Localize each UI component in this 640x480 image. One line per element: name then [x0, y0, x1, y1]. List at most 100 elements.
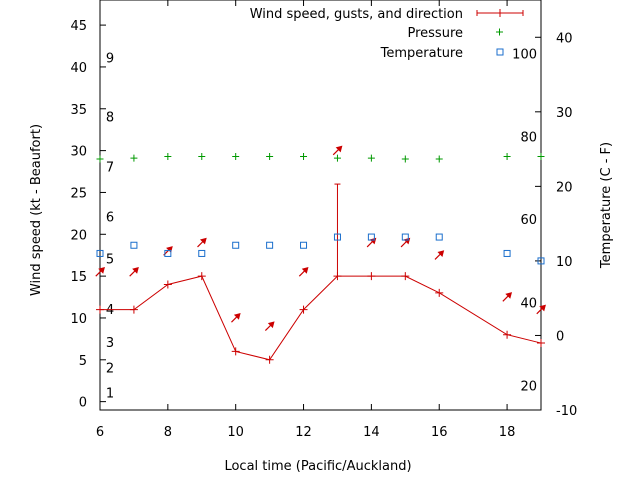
temperature-point: [367, 233, 375, 241]
pressure-point: [266, 152, 274, 160]
x-tick-label: 6: [96, 425, 104, 440]
wind-point: [503, 330, 512, 339]
pressure-point: [435, 155, 443, 163]
arrow-head: [539, 304, 546, 312]
pressure-point: [401, 155, 409, 163]
fahrenheit-label: 60: [520, 213, 537, 228]
wind-direction-arrow: [502, 292, 513, 302]
temperature-point: [537, 257, 545, 265]
beaufort-label: 7: [106, 161, 114, 176]
wind-speed-line: [100, 275, 542, 361]
wind-point: [299, 305, 308, 314]
wind-point: [367, 272, 376, 281]
y-tick-label: 10: [70, 312, 87, 327]
arrow-head: [437, 250, 445, 257]
legend-label-pressure: Pressure: [407, 26, 463, 41]
y-tick-label: 45: [70, 19, 87, 34]
y2-axis-label: Temperature (C - F): [599, 142, 614, 269]
wind-point: [265, 355, 274, 364]
x-tick-label: 16: [431, 425, 448, 440]
y-tick-label: 30: [70, 145, 87, 160]
fahrenheit-label: 80: [520, 130, 537, 145]
legend: Wind speed, gusts, and direction Pressure…: [250, 7, 524, 61]
pressure-point: [300, 152, 308, 160]
temperature-point: [130, 241, 138, 249]
beaufort-label: 1: [106, 386, 114, 401]
beaufort-label: 2: [106, 361, 114, 376]
temperature-point: [503, 249, 511, 257]
legend-label-temperature: Temperature: [380, 46, 463, 61]
wind-point: [163, 280, 172, 289]
fahrenheit-label: 100: [512, 48, 537, 63]
wind-point: [435, 288, 444, 297]
pressure-point: [198, 152, 206, 160]
series-marks: [95, 145, 546, 364]
x-axis-label: Local time (Pacific/Auckland): [224, 459, 411, 474]
y2-tick-label: 20: [556, 180, 573, 195]
y2-tick-label: 0: [556, 329, 564, 344]
x-tick-label: 14: [363, 425, 380, 440]
beaufort-label: 6: [106, 211, 114, 226]
arrow-head: [200, 237, 207, 245]
beaufort-label: 4: [106, 303, 114, 318]
legend-label-wind: Wind speed, gusts, and direction: [250, 7, 463, 22]
y2-tick-label: 40: [556, 31, 573, 46]
pressure-point: [333, 154, 341, 162]
y-tick-label: 40: [70, 61, 87, 76]
wind-point: [96, 305, 104, 314]
wind-direction-arrow: [400, 237, 411, 248]
pressure-point: [537, 152, 545, 160]
y-tick-label: 0: [79, 396, 87, 411]
beaufort-label: 8: [106, 110, 114, 125]
pressure-point: [232, 152, 240, 160]
wind-direction-arrow: [197, 237, 207, 248]
wind-direction-arrow: [95, 266, 105, 277]
fahrenheit-label: 40: [520, 297, 537, 312]
beaufort-label: 5: [106, 253, 114, 268]
pressure-point: [130, 154, 138, 162]
axes: [99, 0, 542, 411]
y2-tick-label: -10: [556, 404, 577, 419]
wind-direction-arrow: [129, 266, 139, 277]
temperature-point: [435, 233, 443, 241]
x-tick-label: 18: [499, 425, 516, 440]
fahrenheit-label: 20: [520, 379, 537, 394]
wind-direction-arrow: [434, 250, 445, 260]
wind-point: [197, 272, 206, 281]
wind-point: [129, 305, 138, 314]
y-tick-label: 20: [70, 228, 87, 243]
x-tick-label: 10: [227, 425, 244, 440]
temperature-point: [198, 249, 206, 257]
temperature-point: [164, 249, 172, 257]
y-tick-label: 25: [70, 186, 87, 201]
pressure-point: [96, 155, 104, 163]
wind-direction-arrow: [298, 266, 309, 277]
temperature-point: [232, 241, 240, 249]
beaufort-label: 9: [106, 52, 114, 67]
y-tick-label: 35: [70, 103, 87, 118]
beaufort-label: 3: [106, 336, 114, 351]
y2-tick-label: 10: [556, 255, 573, 270]
temperature-point: [300, 241, 308, 249]
arrow-head: [98, 266, 105, 274]
temperature-point: [266, 241, 274, 249]
y-tick-label: 15: [70, 270, 87, 285]
tick-labels: 6 8 10 12 14 16 18051015202530354045-100102030…: [70, 19, 577, 440]
wind-direction-arrow: [231, 313, 241, 323]
temperature-point: [96, 249, 104, 257]
arrow-head: [301, 266, 309, 274]
legend-swatch-pressure: [496, 28, 503, 36]
temperature-point: [333, 233, 341, 241]
temperature-point: [401, 233, 409, 241]
wind-direction-arrow: [366, 237, 377, 248]
arrow-head: [505, 292, 513, 299]
legend-swatch-wind-point: [496, 9, 504, 17]
y-axis-label: Wind speed (kt - Beaufort): [29, 124, 44, 296]
pressure-point: [503, 152, 511, 160]
x-tick-label: 8: [164, 425, 172, 440]
pressure-point: [164, 152, 172, 160]
arrow-head: [132, 266, 139, 274]
wind-point: [401, 272, 410, 281]
arrow-head: [233, 313, 241, 320]
